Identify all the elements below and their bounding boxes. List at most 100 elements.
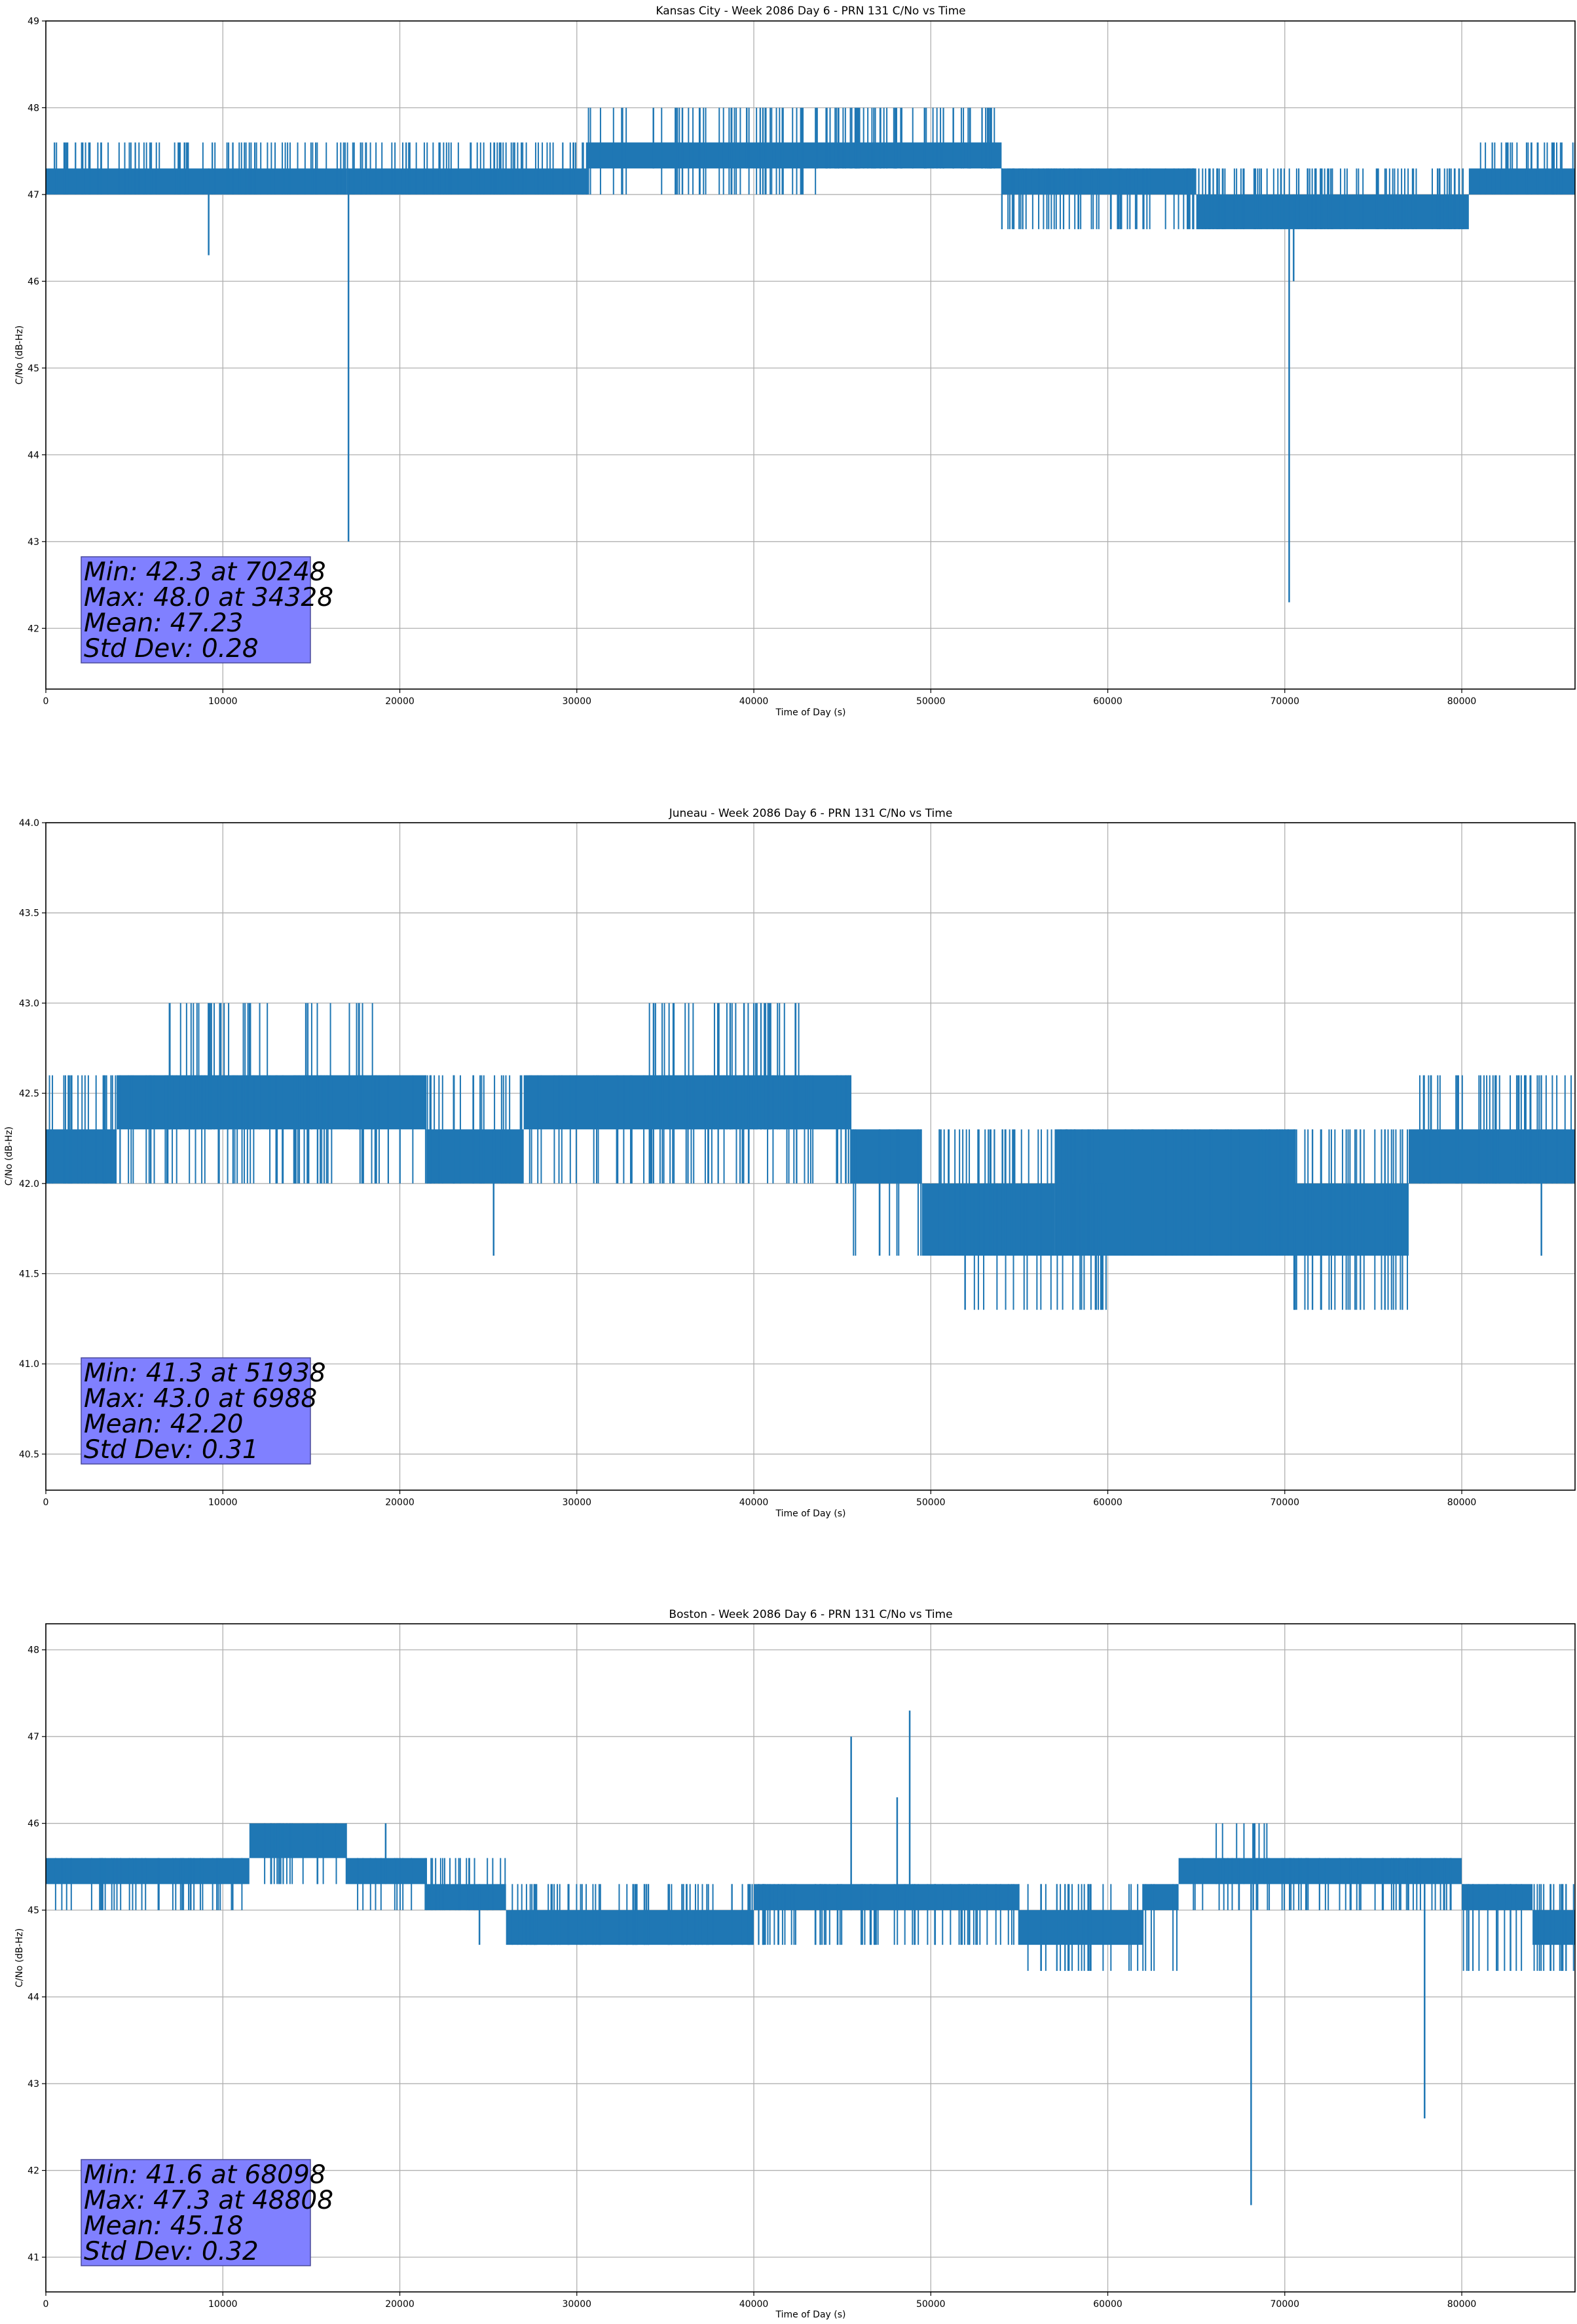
- stats-line: Min: 41.6 at 68098: [84, 2160, 326, 2190]
- signal-band: [249, 1823, 347, 1858]
- x-tick-label: 40000: [739, 696, 769, 707]
- signal-band: [1054, 1129, 1294, 1256]
- signal-band: [346, 1858, 427, 1884]
- y-axis-label: C/No (dB-Hz): [14, 1928, 25, 1987]
- stats-line: Std Dev: 0.28: [84, 634, 259, 664]
- y-tick-label: 43: [28, 2079, 39, 2090]
- y-tick-label: 45: [28, 1905, 39, 1916]
- y-tick-label: 40.5: [19, 1450, 39, 1460]
- signal-band: [754, 1884, 1020, 1911]
- juneau-chart: Juneau - Week 2086 Day 6 - PRN 131 C/No …: [4, 807, 1576, 1519]
- signal-band: [117, 1075, 427, 1130]
- y-tick-label: 48: [28, 103, 39, 113]
- x-tick-label: 10000: [208, 1497, 238, 1508]
- x-tick-label: 50000: [916, 1497, 946, 1508]
- signal-band: [346, 168, 587, 195]
- x-tick-label: 40000: [739, 2299, 769, 2310]
- chart-title: Juneau - Week 2086 Day 6 - PRN 131 C/No …: [669, 807, 953, 820]
- stats-line: Max: 48.0 at 34328: [84, 583, 333, 612]
- y-tick-label: 47: [28, 1732, 39, 1742]
- y-tick-label: 45: [28, 364, 39, 374]
- signal-band: [851, 1129, 922, 1184]
- chart-title: Kansas City - Week 2086 Day 6 - PRN 131 …: [656, 5, 965, 18]
- x-tick-label: 60000: [1093, 696, 1122, 707]
- chart-title: Boston - Week 2086 Day 6 - PRN 131 C/No …: [669, 1608, 952, 1621]
- x-tick-label: 60000: [1093, 2299, 1122, 2310]
- x-tick-label: 80000: [1447, 696, 1477, 707]
- x-tick-label: 70000: [1271, 1497, 1300, 1508]
- stats-line: Max: 43.0 at 6988: [84, 1384, 317, 1414]
- x-tick-label: 0: [43, 2299, 49, 2310]
- signal-band: [587, 142, 816, 169]
- x-tick-label: 20000: [385, 2299, 415, 2310]
- y-tick-label: 41: [28, 2253, 39, 2263]
- stats-line: Mean: 47.23: [84, 609, 243, 638]
- y-tick-label: 48: [28, 1645, 39, 1656]
- plot-frame: [45, 822, 1576, 1491]
- stats-box-background: [81, 1357, 311, 1465]
- stats-line: Max: 47.3 at 48808: [84, 2186, 333, 2215]
- y-tick-label: 44.0: [19, 818, 39, 829]
- y-ticks: 42 43 44 45 46 47 48 49: [28, 16, 46, 634]
- y-axis-label: C/No (dB-Hz): [14, 326, 25, 384]
- stats-line: Std Dev: 0.31: [84, 1435, 259, 1465]
- y-tick-label: 46: [28, 276, 39, 287]
- y-tick-label: 47: [28, 190, 39, 200]
- y-tick-label: 43: [28, 537, 39, 548]
- stats-box-background: [81, 2159, 311, 2266]
- x-tick-label: 30000: [562, 1497, 591, 1508]
- x-tick-label: 50000: [916, 2299, 946, 2310]
- x-axis-label: Time of Day (s): [775, 1509, 846, 1519]
- x-tick-label: 10000: [208, 696, 238, 707]
- y-tick-label: 44: [28, 1993, 39, 2003]
- x-tick-label: 20000: [385, 696, 415, 707]
- signal-band: [1408, 1129, 1575, 1184]
- x-tick-label: 80000: [1447, 1497, 1477, 1508]
- y-tick-label: 42.5: [19, 1089, 39, 1099]
- boston-chart: Boston - Week 2086 Day 6 - PRN 131 C/No …: [14, 1608, 1576, 2320]
- cno-series: [46, 1710, 1575, 2205]
- y-axis-label: C/No (dB-Hz): [4, 1127, 14, 1186]
- plot-frame: [45, 1623, 1576, 2293]
- x-tick-label: 0: [43, 696, 49, 707]
- y-tick-label: 49: [28, 16, 39, 27]
- x-tick-label: 70000: [1271, 696, 1300, 707]
- stats-box-background: [81, 556, 311, 664]
- x-tick-label: 30000: [562, 2299, 591, 2310]
- y-tick-label: 44: [28, 450, 39, 460]
- y-ticks: 41 42 43 44 45 46 47 48: [28, 1645, 46, 2263]
- y-tick-label: 43.5: [19, 909, 39, 919]
- x-ticks: 0 10000 20000 30000 40000 50000 60000 70000 8000…: [43, 2292, 1476, 2310]
- signal-band: [46, 168, 347, 195]
- x-axis-label: Time of Day (s): [775, 2310, 846, 2320]
- x-tick-label: 50000: [916, 696, 946, 707]
- signal-band: [506, 1910, 754, 1945]
- cno-series: [46, 1003, 1575, 1310]
- y-tick-label: 41.0: [19, 1359, 39, 1370]
- stats-line: Min: 41.3 at 51938: [84, 1359, 326, 1388]
- x-ticks: 0 10000 20000 30000 40000 50000 60000 70000 8000…: [43, 1490, 1477, 1508]
- x-tick-label: 40000: [739, 1497, 769, 1508]
- y-tick-label: 42: [28, 2166, 39, 2177]
- y-tick-label: 41.5: [19, 1269, 39, 1280]
- x-tick-label: 60000: [1093, 1497, 1122, 1508]
- x-tick-label: 0: [43, 1497, 49, 1508]
- y-tick-label: 43.0: [19, 998, 39, 1009]
- y-tick-label: 42.0: [19, 1179, 39, 1190]
- stats-line: Mean: 42.20: [84, 1410, 243, 1439]
- cno-series: [46, 107, 1575, 603]
- stats-line: Min: 42.3 at 70248: [84, 557, 326, 587]
- stats-line: Mean: 45.18: [84, 2211, 243, 2241]
- plot-frame: [45, 20, 1576, 690]
- x-tick-label: 20000: [385, 1497, 415, 1508]
- y-tick-label: 46: [28, 1819, 39, 1829]
- x-axis-label: Time of Day (s): [775, 707, 846, 718]
- y-ticks: 40.5 41.0 41.5 42.0 42.5 43.0 43.5 44.0: [19, 818, 46, 1460]
- x-tick-label: 70000: [1271, 2299, 1300, 2310]
- signal-band: [46, 1858, 250, 1884]
- x-tick-label: 10000: [208, 2299, 238, 2310]
